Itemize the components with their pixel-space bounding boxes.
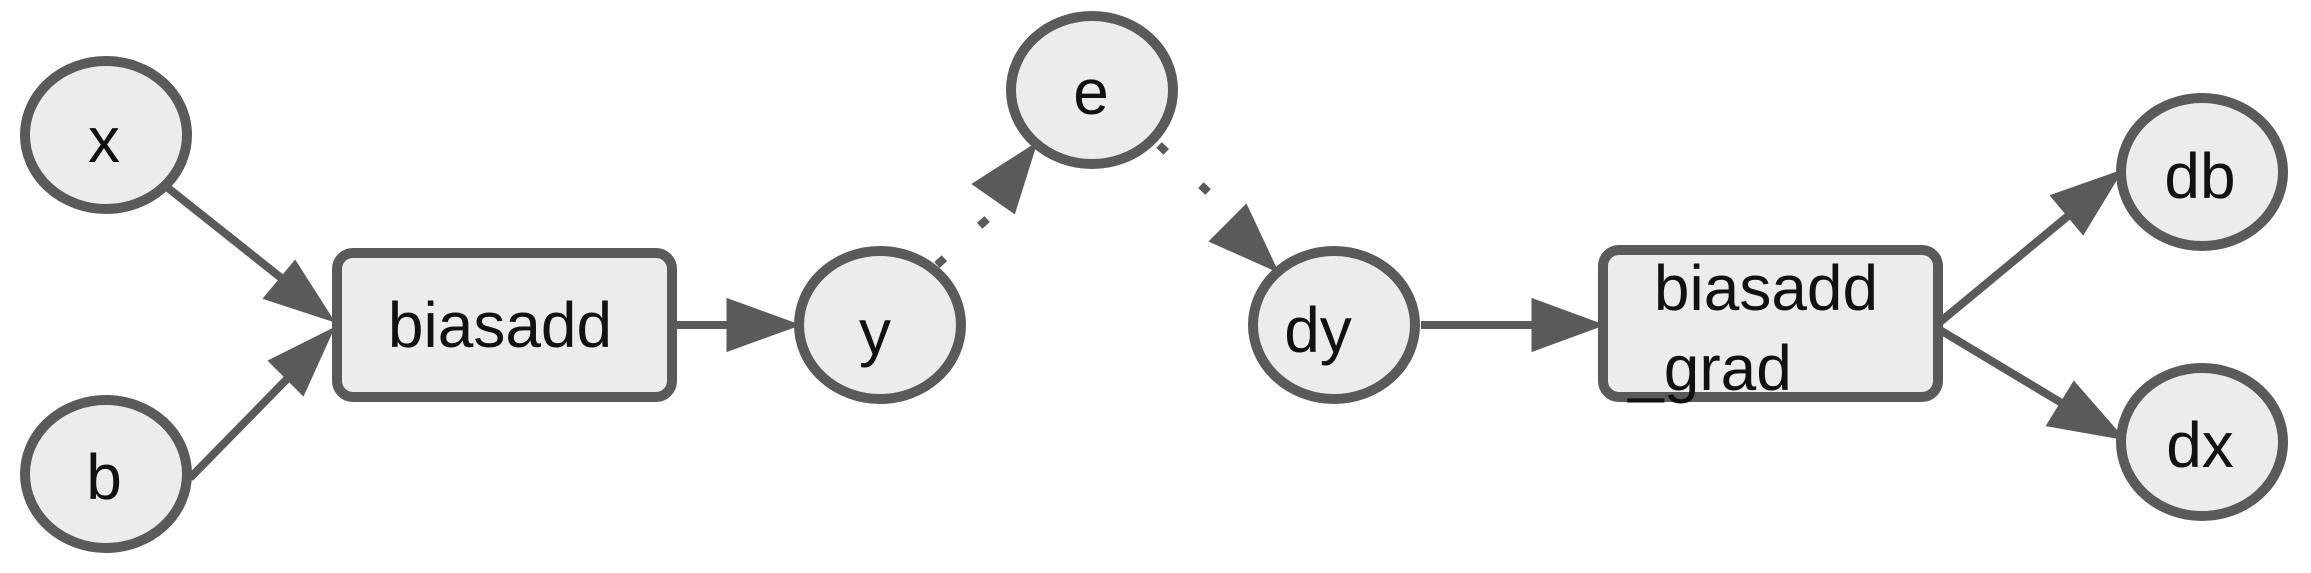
node-label-x: x — [88, 104, 120, 176]
node-x: x — [20, 56, 192, 214]
node-db: db — [2116, 93, 2288, 251]
node-dx: dx — [2116, 363, 2288, 521]
node-biasadd-grad: biasadd _grad — [1598, 245, 1943, 404]
arrowhead-biasadd-grad-to-dx — [2045, 380, 2126, 441]
edge-x-to-biasadd — [165, 184, 288, 285]
node-label-biasadd-grad-line2: _grad — [1627, 332, 1792, 404]
arrowhead-e-to-dy — [1208, 203, 1280, 274]
node-dy: dy — [1248, 246, 1420, 404]
edge-biasadd-grad-to-db — [1937, 212, 2071, 326]
node-label-dx: dx — [2166, 409, 2234, 481]
node-label-e: e — [1073, 56, 1109, 128]
edge-y-to-e — [934, 195, 1013, 268]
node-label-biasadd: biasadd — [388, 289, 612, 361]
edges — [165, 141, 2126, 481]
edge-biasadd-grad-to-dx — [1937, 326, 2068, 409]
node-e: e — [1006, 11, 1178, 169]
node-label-b: b — [86, 441, 122, 513]
node-b: b — [20, 395, 192, 553]
edge-e-to-dy — [1156, 142, 1233, 216]
arrowhead-biasadd-grad-to-db — [2049, 169, 2124, 236]
node-label-dy: dy — [1284, 294, 1352, 366]
node-label-biasadd-grad-line1: biasadd — [1654, 252, 1878, 324]
node-y: y — [794, 246, 966, 404]
node-label-y: y — [859, 296, 891, 368]
arrowhead-b-to-biasadd — [267, 326, 336, 397]
arrowhead-y-to-e — [971, 141, 1038, 215]
arrowhead-dy-to-biasadd-grad — [1531, 297, 1606, 353]
edge-b-to-biasadd — [187, 376, 290, 481]
node-label-db: db — [2164, 140, 2235, 212]
arrowhead-x-to-biasadd — [262, 259, 336, 323]
node-biasadd: biasadd — [332, 248, 677, 402]
arrowhead-biasadd-to-y — [726, 297, 802, 353]
